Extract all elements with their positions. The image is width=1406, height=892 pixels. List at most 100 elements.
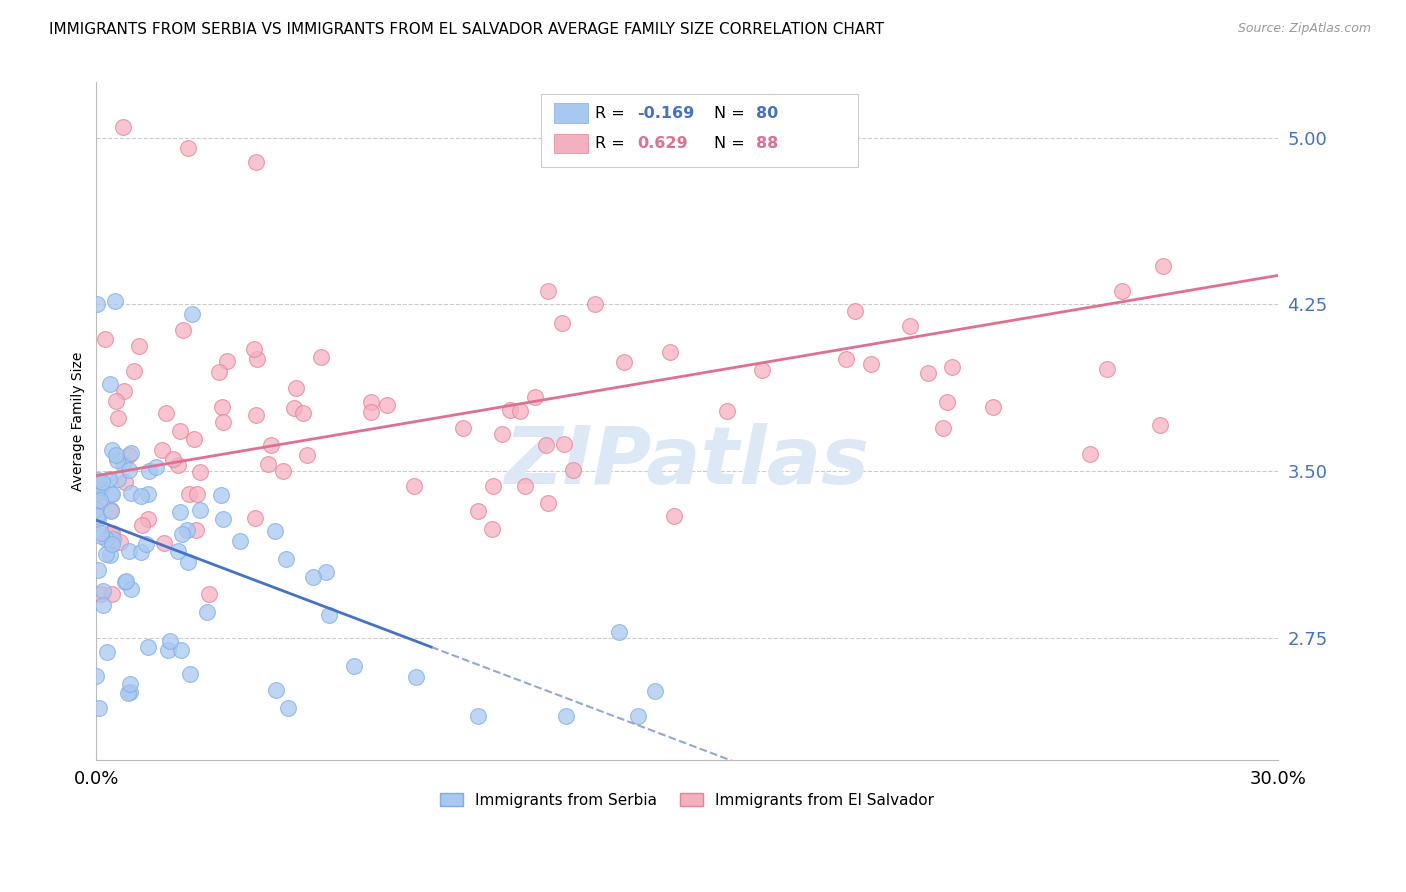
Point [179,667,201,681]
Point [112,457,135,471]
Point [117,449,139,463]
Point [96,645,118,659]
Point [186,523,208,537]
Point [537,496,560,510]
Text: IMMIGRANTS FROM SERBIA VS IMMIGRANTS FROM EL SALVADOR AVERAGE FAMILY SIZE CORREL: IMMIGRANTS FROM SERBIA VS IMMIGRANTS FRO… [49,22,884,37]
Point [534,438,557,452]
Point [177,141,200,155]
Point [170,526,193,541]
Point [87,473,110,487]
Point [491,426,513,441]
Point [228,534,250,549]
Point [162,452,184,467]
Y-axis label: Average Family Size: Average Family Size [72,351,86,491]
Point [112,120,135,134]
Point [150,443,173,458]
Point [101,487,124,501]
Point [664,509,686,524]
Point [451,421,474,435]
Point [114,574,136,589]
Point [264,524,287,538]
Point [1078,447,1101,461]
Point [101,532,124,546]
Point [1095,362,1118,376]
Text: N =: N = [714,136,751,151]
Point [553,436,575,450]
Point [100,503,122,517]
Point [402,479,425,493]
Point [155,406,177,420]
Point [315,565,337,579]
Point [105,448,128,462]
Point [264,682,287,697]
Point [271,464,294,478]
Point [112,384,135,398]
Point [627,709,650,723]
Point [170,643,193,657]
Point [285,382,308,396]
Point [208,365,231,379]
Point [86,486,108,500]
Point [100,442,122,457]
Point [276,552,298,566]
Point [659,344,682,359]
Point [118,544,141,558]
Point [138,640,160,655]
Point [107,472,129,486]
Legend: Immigrants from Serbia, Immigrants from El Salvador: Immigrants from Serbia, Immigrants from … [434,787,941,814]
Point [100,487,122,501]
Point [917,366,939,380]
Point [283,401,305,415]
Point [98,548,121,562]
Point [499,402,522,417]
Point [89,701,111,715]
Point [613,355,636,369]
Point [1152,259,1174,273]
Point [342,658,364,673]
Point [309,350,332,364]
Point [120,582,142,596]
Point [181,308,204,322]
Point [509,404,531,418]
Point [360,395,382,409]
Point [211,401,233,415]
Point [101,537,124,551]
Point [481,522,503,536]
Point [86,668,108,682]
Point [318,607,340,622]
Point [87,563,110,577]
Point [128,339,150,353]
Point [482,479,505,493]
Point [217,354,239,368]
Point [212,512,235,526]
Point [100,526,122,541]
Text: R =: R = [595,136,630,151]
Point [1149,417,1171,432]
Point [157,642,180,657]
Point [941,360,963,375]
Point [245,154,267,169]
Point [898,318,921,333]
Point [138,512,160,526]
Point [93,332,115,346]
Point [90,480,112,494]
Point [122,364,145,378]
Point [301,570,323,584]
Point [716,404,738,418]
Point [120,446,142,460]
Point [243,342,266,356]
Point [1111,284,1133,298]
Point [607,624,630,639]
Point [179,487,201,501]
Point [89,493,111,508]
Point [114,574,136,589]
Point [90,475,112,490]
Text: Source: ZipAtlas.com: Source: ZipAtlas.com [1237,22,1371,36]
Point [129,489,152,503]
Text: R =: R = [595,106,630,120]
Point [159,633,181,648]
Point [138,487,160,501]
Point [467,503,489,517]
Point [108,535,131,549]
Point [131,518,153,533]
